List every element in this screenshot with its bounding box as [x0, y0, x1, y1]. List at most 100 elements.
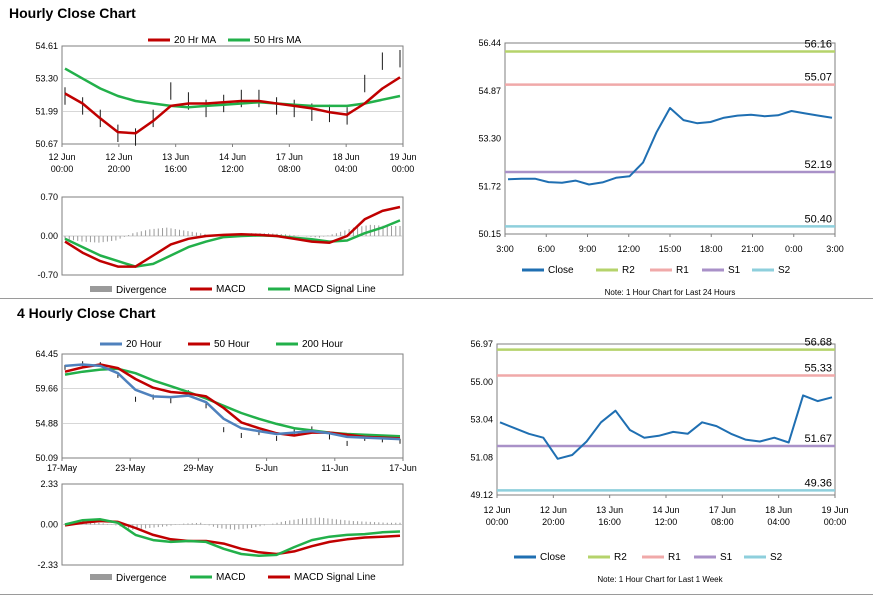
four-hourly-pivot-y-tick: 51.08	[470, 452, 493, 462]
four-hourly-pivot-x-tick: 19 Jun	[821, 505, 848, 515]
four-hourly-pivot-label-s2: 49.36	[804, 477, 832, 489]
four-hourly-pivot-close-line	[499, 394, 833, 460]
four-hourly-pivot-x-tick: 12 Jun	[483, 505, 510, 515]
hourly-pivot-x-tick: 0:00	[785, 244, 803, 254]
hourly-pivot-y-tick: 50.15	[478, 229, 501, 239]
four-hourly-200-hour-line	[64, 367, 401, 438]
hourly-price-y-tick: 53.30	[35, 74, 58, 84]
hourly-pivot-x-tick: 3:00	[826, 244, 844, 254]
hourly-pivot-legend-r2: R2	[622, 265, 635, 276]
four-hourly-pivot-x-tick: 18 Jun	[765, 505, 792, 515]
four-hourly-pivot-y-tick: 56.97	[470, 339, 493, 349]
hourly-price-x-tick: 12 Jun	[105, 152, 132, 162]
four-hourly-pivot-x-tick: 13 Jun	[596, 505, 623, 515]
legend-50hrs-ma: 50 Hrs MA	[254, 35, 302, 46]
hourly-pivot-legend-s2: S2	[778, 265, 791, 276]
four-hourly-pivot-label-r2: 56.68	[804, 337, 832, 349]
four-hourly-pivot-x-tick: 12:00	[655, 517, 678, 527]
hourly-pivot-x-tick: 6:00	[537, 244, 555, 254]
hourly-pivot-x-tick: 21:00	[741, 244, 764, 254]
legend-20-hour: 20 Hour	[126, 339, 162, 350]
legend-50-hour: 50 Hour	[214, 339, 250, 350]
four-hourly-pivot-legend-s2: S2	[770, 552, 783, 563]
legend-macd: MACD	[216, 284, 245, 295]
hourly-price-x-tick: 17 Jun	[276, 152, 303, 162]
hourly-pivot-x-tick: 12:00	[617, 244, 640, 254]
legend-4h-macd-signal: MACD Signal Line	[294, 572, 376, 583]
hourly-pivot-label-s1: 52.19	[804, 159, 832, 171]
hourly-price-y-tick: 50.67	[35, 139, 58, 149]
four-hourly-pivot-x-tick: 00:00	[824, 517, 847, 527]
hourly-pivot-x-tick: 9:00	[579, 244, 597, 254]
four-hourly-pivot-legend-r1: R1	[668, 552, 681, 563]
legend-macd-signal: MACD Signal Line	[294, 284, 376, 295]
four-hourly-price-y-tick: 59.66	[35, 384, 58, 394]
four-hourly-price-y-tick: 64.45	[35, 349, 58, 359]
four-hourly-pivot-legend-close: Close	[540, 552, 566, 563]
four-hourly-pivot-legend-r2: R2	[614, 552, 627, 563]
hourly-pivot-x-tick: 3:00	[496, 244, 514, 254]
hourly-50hrs-ma-line	[64, 67, 401, 109]
four-hourly-macd-y-tick: -2.33	[37, 560, 58, 570]
legend-divergence: Divergence	[116, 285, 167, 296]
four-hourly-price-frame	[61, 353, 404, 459]
four-hourly-pivot-label-r1: 55.33	[804, 363, 832, 375]
bottom-divider	[0, 594, 873, 595]
four-hourly-macd-y-tick: 0.00	[40, 520, 58, 530]
four-hourly-price-y-tick: 54.88	[35, 418, 58, 428]
section-divider	[0, 298, 873, 299]
hourly-price-x-tick: 16:00	[164, 164, 187, 174]
legend-4h-divergence-swatch	[90, 574, 112, 580]
four-hourly-price-x-tick: 17-Jun	[389, 463, 417, 473]
hourly-pivot-note: Note: 1 Hour Chart for Last 24 Hours	[605, 288, 736, 297]
hourly-pivot-label-r2: 56.16	[804, 39, 832, 51]
four-hourly-macd-line	[64, 518, 401, 558]
hourly-price-x-tick: 00:00	[392, 164, 415, 174]
hourly-macd-y-tick: -0.70	[37, 270, 58, 280]
hourly-pivot-label-r1: 55.07	[804, 72, 832, 84]
hourly-section-title: Hourly Close Chart	[9, 5, 136, 21]
hourly-macd-signal-line	[64, 219, 401, 268]
hourly-pivot-y-tick: 51.72	[478, 181, 501, 191]
hourly-pivot-legend-close: Close	[548, 265, 574, 276]
hourly-pivot-close-line	[507, 107, 833, 186]
hourly-macd-line	[64, 205, 401, 268]
hourly-macd-y-tick: 0.70	[40, 192, 58, 202]
four-hourly-pivot-y-tick: 55.00	[470, 377, 493, 387]
four-hourly-price-x-tick: 29-May	[183, 463, 214, 473]
hourly-price-x-tick: 13 Jun	[162, 152, 189, 162]
hourly-price-x-tick: 08:00	[278, 164, 301, 174]
hourly-price-x-tick: 14 Jun	[219, 152, 246, 162]
four-hourly-price-x-tick: 5-Jun	[255, 463, 278, 473]
hourly-price-x-tick: 12 Jun	[48, 152, 75, 162]
four-hourly-price-x-tick: 17-May	[47, 463, 78, 473]
four-hourly-pivot-note: Note: 1 Hour Chart for Last 1 Week	[597, 575, 723, 584]
hourly-price-x-tick: 19 Jun	[389, 152, 416, 162]
four-hourly-50-hour-line	[64, 363, 401, 440]
hourly-price-y-tick: 54.61	[35, 41, 58, 51]
hourly-price-x-tick: 12:00	[221, 164, 244, 174]
four-hourly-price-x-tick: 23-May	[115, 463, 146, 473]
hourly-price-x-tick: 00:00	[51, 164, 74, 174]
four-hourly-price-y-tick: 50.09	[35, 453, 58, 463]
legend-4h-divergence: Divergence	[116, 573, 167, 584]
hourly-macd-y-tick: 0.00	[40, 231, 58, 241]
hourly-pivot-label-s2: 50.40	[804, 213, 832, 225]
four-hourly-pivot-y-tick: 49.12	[470, 490, 493, 500]
four-hourly-pivot-legend-s1: S1	[720, 552, 733, 563]
four-hourly-pivot-label-s1: 51.67	[804, 433, 832, 445]
legend-4h-macd: MACD	[216, 572, 245, 583]
legend-20hr-ma: 20 Hr MA	[174, 35, 217, 46]
four-hourly-20-hour-line	[64, 363, 401, 441]
four-hourly-price-x-tick: 11-Jun	[321, 463, 348, 473]
four-hourly-pivot-x-tick: 20:00	[542, 517, 565, 527]
four-hourly-pivot-frame	[496, 343, 836, 496]
four-hourly-pivot-x-tick: 08:00	[711, 517, 734, 527]
hourly-pivot-legend-s1: S1	[728, 265, 741, 276]
hourly-pivot-y-tick: 53.30	[478, 134, 501, 144]
four-hourly-macd-y-tick: 2.33	[40, 479, 58, 489]
four-hourly-pivot-x-tick: 12 Jun	[540, 505, 567, 515]
legend-200-hour: 200 Hour	[302, 339, 344, 350]
four-hourly-pivot-y-tick: 53.04	[470, 415, 493, 425]
